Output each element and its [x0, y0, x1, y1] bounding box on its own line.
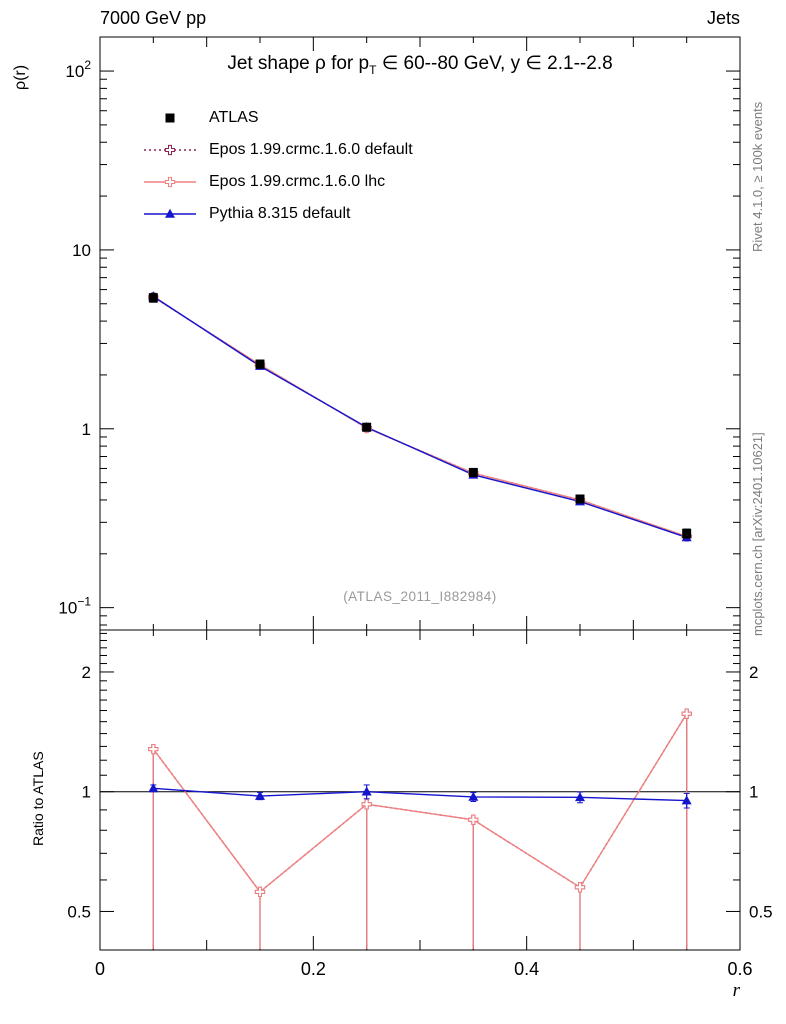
- legend-label: Epos 1.99.crmc.1.6.0 default: [209, 141, 413, 158]
- plot-title: Jet shape ρ for pT ∈ 60--80 GeV, y ∈ 2.1…: [100, 52, 740, 77]
- svg-text:2: 2: [749, 663, 758, 682]
- legend-label: Epos 1.99.crmc.1.6.0 lhc: [209, 173, 386, 190]
- legend: ATLAS Epos 1.99.crmc.1.6.0 default Epos 1.…: [142, 102, 413, 230]
- beam-energy-label: 7000 GeV pp: [100, 8, 207, 28]
- svg-text:1: 1: [82, 783, 91, 802]
- legend-triangle-marker-icon: [144, 208, 196, 218]
- x-axis-label: r: [732, 980, 740, 1001]
- svg-text:10: 10: [72, 241, 91, 260]
- legend-opencross-marker-icon: [144, 144, 196, 156]
- plot-title-pre: Jet shape ρ for p: [227, 53, 370, 74]
- svg-text:102: 102: [65, 58, 91, 81]
- svg-text:0.6: 0.6: [727, 959, 752, 979]
- y-axis-label-ratio: Ratio to ATLAS: [30, 751, 46, 846]
- svg-text:0.2: 0.2: [301, 959, 326, 979]
- legend-item-0: ATLAS: [142, 102, 413, 134]
- legend-label: Pythia 8.315 default: [209, 205, 351, 222]
- plot-title-post: ∈ 60--80 GeV, y ∈ 2.1--2.8: [376, 53, 613, 74]
- svg-text:10−1: 10−1: [58, 595, 91, 618]
- mcplots-arxiv-note: mcplots.cern.ch [arXiv:2401.10621]: [750, 432, 765, 636]
- svg-text:0.5: 0.5: [67, 902, 91, 921]
- svg-text:2: 2: [82, 663, 91, 682]
- legend-opencross-marker-icon: [144, 176, 196, 188]
- y-axis-label-main: ρ(r): [12, 64, 29, 90]
- svg-text:0: 0: [95, 959, 105, 979]
- rivet-version-note: Rivet 4.1.0, ≥ 100k events: [750, 101, 765, 252]
- analysis-group-label: Jets: [706, 8, 740, 28]
- legend-square-marker-icon: [165, 113, 175, 123]
- svg-text:1: 1: [82, 420, 91, 439]
- svg-text:1: 1: [749, 783, 758, 802]
- legend-item-3: Pythia 8.315 default: [142, 198, 413, 230]
- plot-title-sub: T: [369, 62, 377, 77]
- legend-label: ATLAS: [209, 109, 259, 126]
- svg-text:0.5: 0.5: [749, 902, 773, 921]
- svg-text:0.4: 0.4: [514, 959, 539, 979]
- legend-item-2: Epos 1.99.crmc.1.6.0 lhc: [142, 166, 413, 198]
- analysis-id-watermark: (ATLAS_2011_I882984): [343, 589, 497, 604]
- legend-item-1: Epos 1.99.crmc.1.6.0 default: [142, 134, 413, 166]
